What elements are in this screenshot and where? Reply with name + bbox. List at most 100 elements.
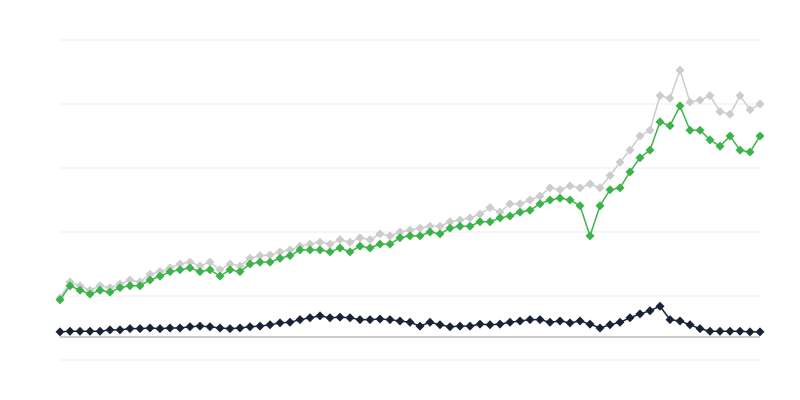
point xyxy=(415,223,425,233)
point xyxy=(555,185,565,195)
point xyxy=(115,283,125,293)
point xyxy=(325,239,335,249)
point xyxy=(95,326,105,336)
point xyxy=(245,259,255,269)
point xyxy=(625,145,635,155)
point xyxy=(85,326,95,336)
point xyxy=(395,316,405,326)
point xyxy=(635,309,645,319)
point xyxy=(685,320,695,330)
point xyxy=(275,318,285,328)
point xyxy=(545,195,555,205)
point xyxy=(735,326,745,336)
point xyxy=(315,237,325,247)
point xyxy=(445,223,455,233)
point xyxy=(715,326,725,336)
point xyxy=(515,207,525,217)
point xyxy=(235,267,245,277)
point xyxy=(655,91,665,101)
point xyxy=(615,317,625,327)
point xyxy=(255,257,265,267)
point xyxy=(665,121,675,131)
point xyxy=(645,125,655,135)
point xyxy=(305,239,315,249)
point xyxy=(165,267,175,277)
point xyxy=(55,327,65,337)
point xyxy=(285,317,295,327)
point xyxy=(315,311,325,321)
point xyxy=(425,227,435,237)
point xyxy=(225,259,235,269)
point xyxy=(555,193,565,203)
point xyxy=(225,324,235,334)
point xyxy=(395,233,405,243)
point xyxy=(105,287,115,297)
point xyxy=(385,239,395,249)
point xyxy=(605,171,615,181)
point xyxy=(205,322,215,332)
point xyxy=(345,237,355,247)
point xyxy=(185,257,195,267)
point xyxy=(485,203,495,213)
point xyxy=(535,199,545,209)
point xyxy=(365,315,375,325)
point xyxy=(455,321,465,331)
point xyxy=(585,319,595,329)
point xyxy=(175,265,185,275)
point xyxy=(705,326,715,336)
point xyxy=(155,271,165,281)
point xyxy=(205,265,215,275)
point xyxy=(195,267,205,277)
point xyxy=(515,316,525,326)
point xyxy=(685,97,695,107)
point xyxy=(575,183,585,193)
point xyxy=(745,327,755,337)
point xyxy=(365,243,375,253)
point xyxy=(255,251,265,261)
point xyxy=(635,131,645,141)
point xyxy=(215,323,225,333)
point xyxy=(675,316,685,326)
point xyxy=(405,231,415,241)
point xyxy=(585,231,595,241)
point xyxy=(125,275,135,285)
point xyxy=(465,213,475,223)
point xyxy=(375,314,385,324)
point xyxy=(755,327,765,337)
point xyxy=(265,320,275,330)
point xyxy=(595,201,605,211)
point xyxy=(445,217,455,227)
point xyxy=(245,322,255,332)
point xyxy=(505,211,515,221)
point xyxy=(215,265,225,275)
point xyxy=(335,243,345,253)
point xyxy=(165,323,175,333)
point xyxy=(675,101,685,111)
point xyxy=(675,65,685,75)
point xyxy=(425,317,435,327)
point xyxy=(475,217,485,227)
point xyxy=(725,109,735,119)
point xyxy=(75,326,85,336)
point xyxy=(135,324,145,334)
point xyxy=(705,135,715,145)
point xyxy=(285,251,295,261)
point xyxy=(695,125,705,135)
point xyxy=(125,324,135,334)
point xyxy=(555,316,565,326)
point xyxy=(65,326,75,336)
point xyxy=(735,91,745,101)
point xyxy=(565,181,575,191)
point xyxy=(435,221,445,231)
point xyxy=(665,315,675,325)
point xyxy=(195,261,205,271)
point xyxy=(405,225,415,235)
point xyxy=(175,323,185,333)
point xyxy=(595,183,605,193)
point xyxy=(465,221,475,231)
point xyxy=(185,322,195,332)
point xyxy=(325,247,335,257)
point xyxy=(485,217,495,227)
point xyxy=(145,323,155,333)
